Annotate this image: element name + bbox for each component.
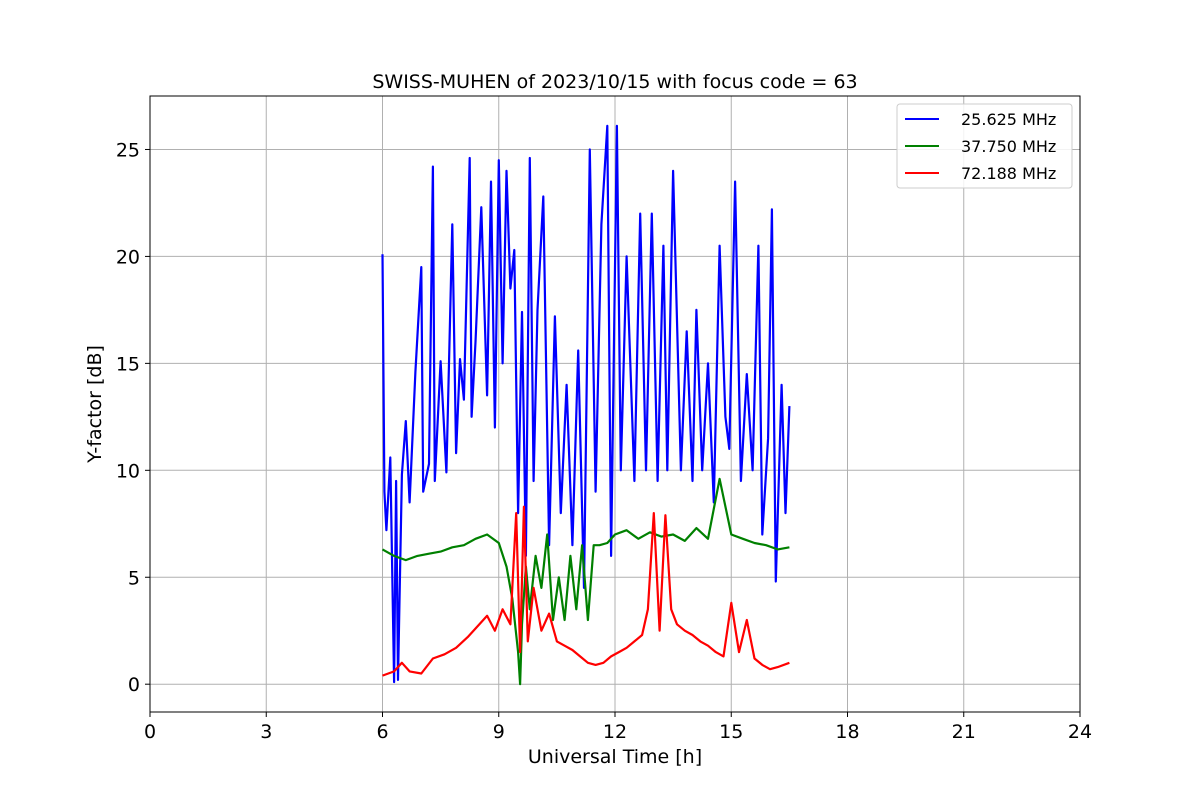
- y-axis-label: Y-factor [dB]: [84, 345, 106, 464]
- y-tick-label: 5: [128, 567, 140, 589]
- series-line-1: [381, 124, 791, 684]
- y-tick-label: 0: [128, 674, 140, 696]
- x-tick-label: 0: [144, 721, 156, 743]
- y-tick-label: 20: [116, 246, 140, 268]
- y-tick-label: 15: [116, 353, 140, 375]
- legend-box: [896, 103, 1073, 189]
- x-ticks: 0 3 6 9 12 15 18 21 24: [144, 712, 1092, 743]
- legend-entry: 37.750 MHz: [961, 137, 1056, 156]
- x-tick-label: 24: [1068, 721, 1092, 743]
- x-tick-label: 18: [835, 721, 859, 743]
- x-tick-label: 3: [260, 721, 272, 743]
- x-tick-label: 15: [719, 721, 743, 743]
- y-tick-label: 25: [116, 139, 140, 161]
- legend-entry: 72.188 MHz: [961, 164, 1056, 183]
- y-ticks: 0 5 10 15 20 25: [116, 139, 150, 696]
- x-axis-label: Universal Time [h]: [528, 746, 702, 768]
- x-tick-label: 6: [376, 721, 388, 743]
- x-tick-label: 21: [952, 721, 976, 743]
- chart-title: SWISS-MUHEN of 2023/10/15 with focus cod…: [372, 71, 857, 93]
- y-tick-label: 10: [116, 460, 140, 482]
- x-tick-label: 9: [493, 721, 505, 743]
- x-tick-label: 12: [603, 721, 627, 743]
- series-group: [381, 124, 791, 686]
- series-line-3: [382, 505, 790, 677]
- series-line-2: [381, 477, 790, 686]
- legend-entry: 25.625 MHz: [961, 110, 1056, 129]
- legend: 25.625 MHz 37.750 MHz 72.188 MHz: [896, 103, 1073, 189]
